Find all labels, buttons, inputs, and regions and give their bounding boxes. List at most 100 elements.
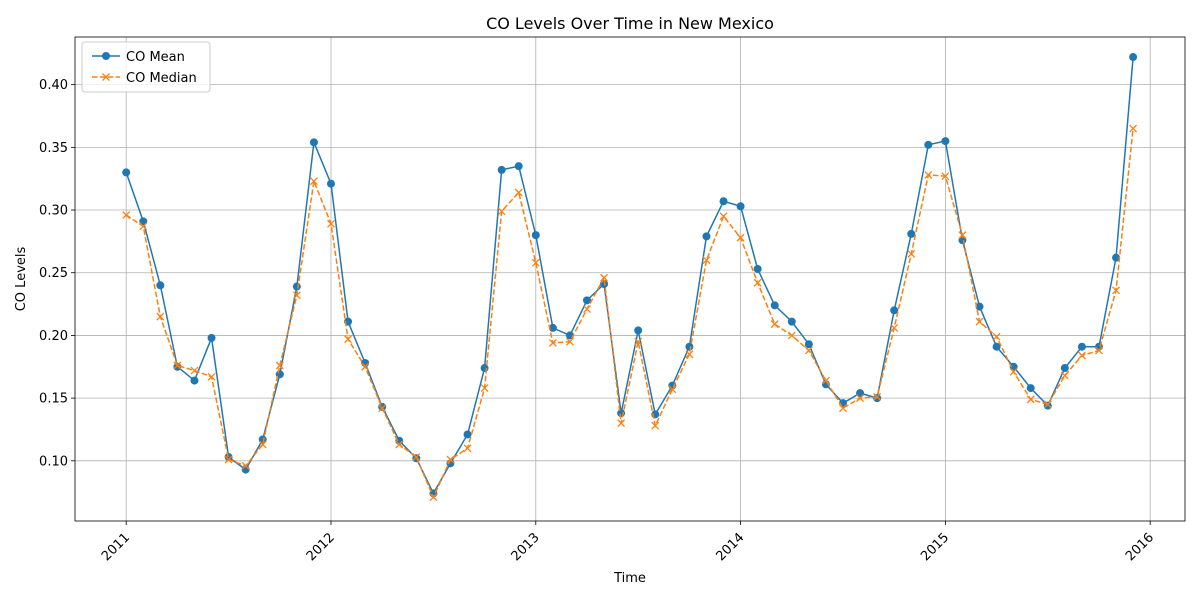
data-point bbox=[156, 312, 165, 321]
data-point bbox=[548, 323, 557, 332]
data-point bbox=[787, 317, 796, 326]
axes: 2011 2012 2013 2014 2015 2016 0.10 0.15 0.20 0.25… bbox=[39, 36, 1186, 564]
data-point bbox=[804, 346, 813, 355]
data-point bbox=[275, 361, 284, 370]
data-point bbox=[173, 362, 182, 371]
y-tick-label: 0.15 bbox=[39, 392, 68, 407]
data-point bbox=[122, 168, 131, 177]
y-tick-label: 0.35 bbox=[39, 141, 68, 156]
y-tick-label: 0.20 bbox=[39, 329, 68, 344]
data-point bbox=[600, 273, 609, 282]
data-point bbox=[241, 461, 250, 470]
x-tick-label: 2013 bbox=[509, 530, 543, 564]
data-point bbox=[890, 306, 899, 315]
data-point bbox=[873, 394, 882, 403]
data-point bbox=[309, 177, 318, 186]
data-point bbox=[975, 302, 984, 311]
data-point bbox=[1112, 286, 1121, 295]
data-point bbox=[446, 455, 455, 464]
data-point bbox=[224, 453, 233, 462]
data-point bbox=[958, 231, 967, 240]
data-point bbox=[361, 362, 370, 371]
data-point bbox=[1095, 346, 1103, 355]
data-point bbox=[514, 162, 523, 171]
data-point bbox=[258, 435, 267, 444]
data-point bbox=[1129, 124, 1138, 133]
data-point bbox=[258, 440, 267, 449]
x-axis-label: Time bbox=[613, 571, 646, 586]
legend-label-co-mean: CO Mean bbox=[126, 50, 185, 65]
data-point bbox=[924, 140, 933, 149]
data-point bbox=[668, 385, 677, 394]
data-point bbox=[617, 419, 626, 428]
data-point bbox=[1112, 253, 1121, 262]
data-point bbox=[907, 229, 916, 238]
data-point bbox=[327, 219, 335, 228]
data-point bbox=[787, 331, 796, 340]
data-point bbox=[821, 376, 830, 385]
legend-marker-co-mean bbox=[102, 52, 110, 60]
data-point bbox=[139, 217, 148, 226]
data-point bbox=[770, 301, 779, 310]
data-point bbox=[1009, 362, 1018, 371]
data-point bbox=[1060, 364, 1069, 373]
data-point bbox=[1077, 342, 1086, 351]
series-line-co-mean bbox=[125, 56, 1134, 496]
data-point bbox=[685, 350, 694, 359]
data-point bbox=[736, 233, 745, 242]
data-point bbox=[770, 320, 779, 329]
data-point bbox=[941, 137, 950, 146]
x-tick-label: 2016 bbox=[1123, 530, 1157, 564]
y-tick-label: 0.40 bbox=[39, 78, 68, 93]
data-point bbox=[582, 296, 591, 305]
data-point bbox=[378, 404, 387, 413]
data-point bbox=[1060, 371, 1069, 380]
data-point bbox=[514, 188, 523, 197]
data-point bbox=[1043, 400, 1052, 409]
data-point bbox=[583, 305, 591, 314]
x-tick-label: 2011 bbox=[99, 530, 133, 564]
data-point bbox=[344, 335, 353, 344]
data-point bbox=[1077, 351, 1086, 360]
data-point bbox=[719, 212, 728, 221]
data-point bbox=[292, 282, 301, 291]
data-point bbox=[1129, 53, 1138, 62]
data-point bbox=[531, 258, 540, 267]
data-point bbox=[856, 389, 865, 398]
data-point bbox=[975, 317, 984, 326]
data-point bbox=[890, 323, 899, 332]
legend: CO Mean CO Median bbox=[81, 41, 211, 93]
data-point bbox=[1026, 384, 1035, 393]
y-tick-label: 0.25 bbox=[39, 266, 68, 281]
data-point bbox=[531, 231, 540, 240]
data-point bbox=[702, 256, 711, 265]
data-point bbox=[207, 372, 216, 381]
data-point bbox=[156, 281, 165, 290]
x-tick-label: 2015 bbox=[918, 530, 952, 564]
data-point bbox=[992, 342, 1001, 351]
data-point bbox=[480, 384, 489, 393]
legend-label-co-median: CO Median bbox=[126, 71, 197, 86]
data-point bbox=[873, 392, 882, 401]
data-point bbox=[907, 249, 916, 258]
data-point bbox=[190, 376, 199, 385]
y-tick-label: 0.30 bbox=[39, 204, 68, 219]
data-point bbox=[804, 340, 813, 349]
x-tick-label: 2014 bbox=[713, 530, 747, 564]
data-point bbox=[702, 232, 711, 241]
data-point bbox=[634, 337, 643, 346]
data-point bbox=[292, 291, 301, 300]
data-point bbox=[497, 165, 506, 174]
data-point bbox=[241, 465, 250, 474]
data-point bbox=[753, 264, 762, 273]
data-point bbox=[839, 404, 847, 413]
plot-frame bbox=[74, 36, 1186, 522]
y-axis-label: CO Levels bbox=[14, 247, 29, 312]
grid bbox=[75, 37, 1185, 521]
x-tick-label: 2012 bbox=[304, 530, 338, 564]
data-point bbox=[309, 138, 318, 147]
data-point bbox=[548, 338, 557, 347]
legend-frame bbox=[81, 41, 211, 93]
data-point bbox=[685, 342, 694, 351]
